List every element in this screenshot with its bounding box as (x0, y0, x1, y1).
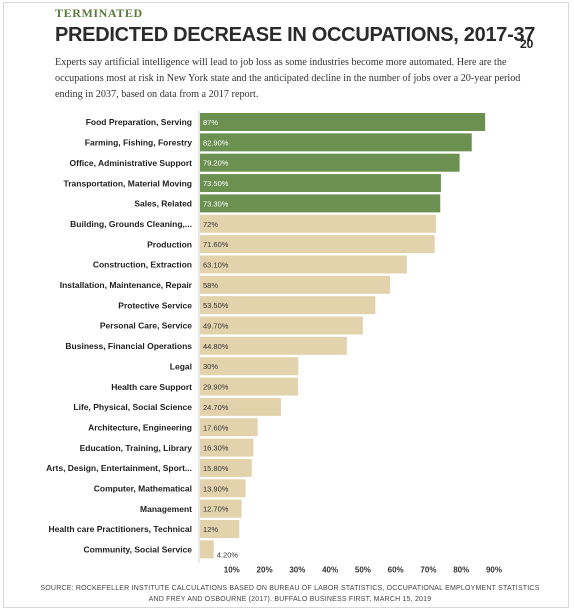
x-tick-label: 70% (420, 566, 436, 575)
bar (200, 235, 435, 254)
value-label: 12.70% (203, 505, 229, 514)
bar (200, 377, 299, 396)
value-label: 29.90% (203, 383, 229, 392)
bar (200, 520, 240, 538)
x-tick-label: 80% (453, 566, 469, 575)
x-tick-label: 50% (355, 566, 371, 575)
category-label: Architecture, Engineering (88, 422, 192, 432)
bar (200, 133, 472, 152)
bar (200, 153, 460, 172)
category-label: Computer, Mathematical (94, 484, 192, 494)
value-label: 49.70% (203, 322, 229, 331)
value-label: 30% (203, 362, 218, 371)
bar (200, 174, 441, 193)
bar (200, 479, 246, 498)
x-tick-label: 20% (257, 566, 273, 575)
category-label: Food Preparation, Serving (86, 117, 192, 127)
category-label: Building, Grounds Cleaning,... (70, 219, 192, 229)
value-label: 63.10% (203, 260, 229, 269)
page-border (3, 2, 569, 608)
bar (200, 438, 254, 457)
bar (200, 336, 347, 355)
bar (200, 458, 252, 477)
x-tick-label: 10% (224, 566, 240, 575)
x-tick-label: 60% (388, 566, 404, 575)
category-label: Protective Service (118, 300, 192, 310)
value-label: 79.20% (203, 159, 229, 168)
value-label: 4.20% (217, 550, 239, 559)
value-label: 73.50% (203, 179, 229, 188)
category-label: Farming, Fishing, Forestry (85, 138, 192, 148)
category-label: Sales, Related (134, 199, 192, 209)
category-label: Business, Financial Operations (65, 341, 192, 351)
value-label: 82.90% (203, 138, 229, 147)
category-label: Arts, Design, Entertainment, Sport... (46, 463, 192, 473)
bar (200, 499, 242, 518)
category-label: Installation, Maintenance, Repair (60, 280, 193, 290)
bar (200, 214, 436, 233)
category-label: Transportation, Material Moving (64, 178, 192, 188)
value-label: 53.50% (203, 301, 229, 310)
category-label: Construction, Extraction (93, 260, 192, 270)
bar (200, 194, 441, 213)
bar (200, 316, 363, 335)
bar (200, 296, 376, 315)
value-label: 87% (203, 118, 218, 127)
chart-title: PREDICTED DECREASE IN OCCUPATIONS, 2017-… (55, 24, 536, 46)
bar (200, 540, 214, 559)
bar (200, 397, 281, 416)
intro-text: Experts say artificial intelligence will… (55, 57, 521, 100)
value-label: 15.80% (203, 464, 229, 473)
category-label: Personal Care, Service (100, 321, 192, 331)
value-label: 17.60% (203, 423, 229, 432)
value-label: 16.30% (203, 444, 229, 453)
category-label: Health care Practitioners, Technical (49, 524, 192, 534)
category-label: Management (140, 504, 192, 514)
bar (200, 357, 299, 376)
value-label: 71.60% (203, 240, 229, 249)
value-label: 44.80% (203, 342, 229, 351)
bar (200, 113, 486, 131)
value-label: 12% (203, 525, 218, 534)
category-label: Life, Physical, Social Science (73, 402, 192, 412)
bar (200, 418, 258, 437)
source-note: SOURCE: ROCKEFELLER INSTITUTE CALCULATIO… (40, 585, 540, 603)
bar (200, 255, 407, 274)
category-label: Production (147, 239, 192, 249)
category-label: Office, Administrative Support (70, 158, 193, 168)
category-label: Legal (170, 361, 192, 371)
category-label: Community, Social Service (84, 545, 193, 555)
x-tick-label: 30% (289, 566, 305, 575)
category-label: Health care Support (111, 382, 192, 392)
x-tick-label: 90% (486, 566, 502, 575)
section-kicker: TERMINATED (55, 6, 143, 20)
value-label: 72% (203, 220, 218, 229)
x-tick-label: 40% (322, 566, 338, 575)
value-label: 24.70% (203, 403, 229, 412)
value-label: 58% (203, 281, 218, 290)
bar (200, 275, 391, 294)
value-label: 13.90% (203, 484, 229, 493)
page-number: 20 (520, 37, 534, 51)
category-label: Education, Training, Library (80, 443, 193, 453)
value-label: 73.30% (203, 199, 229, 208)
